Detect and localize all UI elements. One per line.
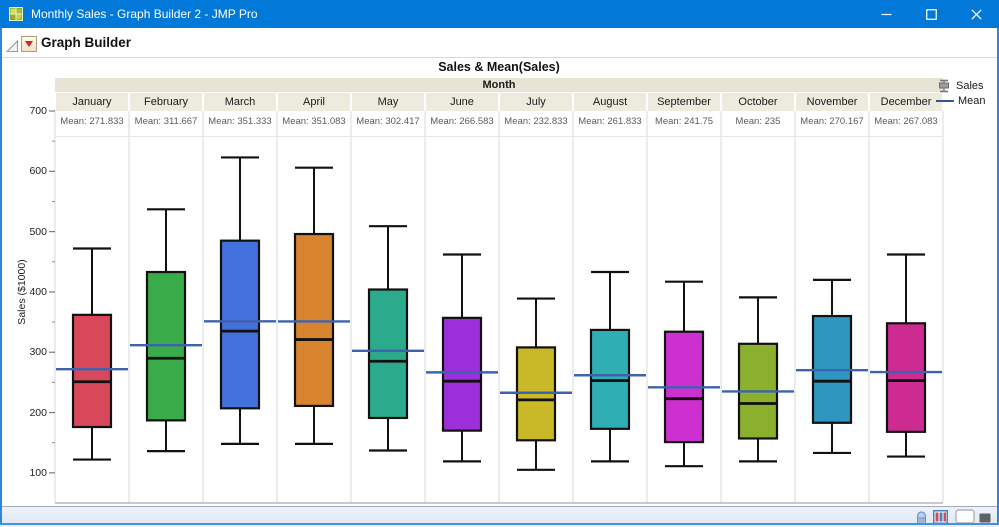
x-group-header[interactable]: Month (55, 78, 943, 92)
box-plot-june[interactable] (441, 316, 483, 432)
mean-caption-january: Mean: 271.833 (60, 116, 124, 127)
status-lock-icon[interactable] (916, 510, 927, 526)
mean-caption-june: Mean: 266.583 (430, 116, 494, 127)
mean-caption-november: Mean: 270.167 (800, 116, 864, 127)
window-titlebar[interactable]: Monthly Sales - Graph Builder 2 - JMP Pr… (0, 0, 999, 28)
legend-label-mean: Mean (958, 94, 986, 107)
month-header-september[interactable]: September (648, 93, 720, 111)
status-grip-icon[interactable] (979, 513, 991, 523)
month-header-january[interactable]: January (56, 93, 128, 111)
window-border-right (997, 28, 999, 527)
mean-caption-april: Mean: 351.083 (282, 116, 346, 127)
month-header-march[interactable]: March (204, 93, 276, 111)
window-border-bottom-edge (0, 525, 999, 527)
window-controls (864, 0, 999, 28)
box-plot-legend-icon (939, 79, 949, 92)
red-triangle-menu-button[interactable] (21, 36, 37, 52)
y-tick-label-700: 700 (29, 105, 47, 117)
mean-caption-february: Mean: 311.667 (134, 116, 198, 127)
month-header-december[interactable]: December (870, 93, 942, 111)
close-icon (971, 8, 982, 20)
legend-item-mean[interactable]: Mean (936, 93, 986, 108)
status-bar (0, 506, 999, 526)
status-table-icon[interactable] (933, 510, 948, 524)
y-tick-label-400: 400 (29, 285, 47, 298)
y-tick-label-200: 200 (29, 406, 47, 419)
month-header-may[interactable]: May (352, 93, 424, 111)
legend-item-sales[interactable]: Sales (936, 78, 986, 93)
window-border-left (0, 28, 2, 527)
y-tick-label-600: 600 (29, 165, 47, 178)
report-title: Graph Builder (41, 35, 132, 50)
box-plot-april[interactable] (293, 232, 335, 408)
window-border-bottom (0, 523, 999, 525)
month-header-april[interactable]: April (278, 93, 350, 111)
box-plot-december[interactable] (885, 322, 927, 433)
window-title: Monthly Sales - Graph Builder 2 - JMP Pr… (31, 7, 258, 21)
outline-collapse-icon[interactable] (5, 39, 20, 54)
month-header-october[interactable]: October (722, 93, 794, 111)
close-button[interactable] (954, 0, 999, 28)
month-header-august[interactable]: August (574, 93, 646, 111)
y-tick-label-500: 500 (29, 225, 47, 238)
report-header-band: Graph Builder (2, 28, 997, 58)
mean-caption-march: Mean: 351.333 (208, 116, 272, 127)
mean-caption-december: Mean: 267.083 (874, 116, 938, 127)
y-tick-label-100: 100 (29, 466, 47, 479)
status-window-icon[interactable] (955, 509, 975, 524)
legend-label-sales: Sales (956, 79, 984, 92)
minimize-icon (881, 13, 892, 15)
mean-caption-may: Mean: 302.417 (356, 116, 420, 127)
y-tick-label-300: 300 (29, 346, 47, 359)
box-plot-march[interactable] (219, 239, 261, 410)
maximize-icon (926, 8, 937, 20)
jmp-app-icon (9, 7, 23, 21)
month-header-june[interactable]: June (426, 93, 498, 111)
mean-caption-august: Mean: 261.833 (578, 116, 642, 127)
mean-caption-october: Mean: 235 (735, 116, 781, 127)
minimize-button[interactable] (864, 0, 909, 28)
mean-line-legend-icon (936, 99, 954, 102)
legend: Sales Mean (936, 78, 986, 108)
red-triangle-icon (25, 41, 33, 47)
maximize-button[interactable] (909, 0, 954, 28)
month-header-february[interactable]: February (130, 93, 202, 111)
month-header-july[interactable]: July (500, 93, 572, 111)
mean-caption-july: Mean: 232.833 (504, 116, 568, 127)
mean-caption-september: Mean: 241.75 (654, 116, 714, 127)
chart-title: Sales & Mean(Sales) (438, 60, 560, 74)
box-plot-may[interactable] (367, 288, 409, 420)
box-plot-january[interactable] (71, 313, 113, 429)
month-header-november[interactable]: November (796, 93, 868, 111)
